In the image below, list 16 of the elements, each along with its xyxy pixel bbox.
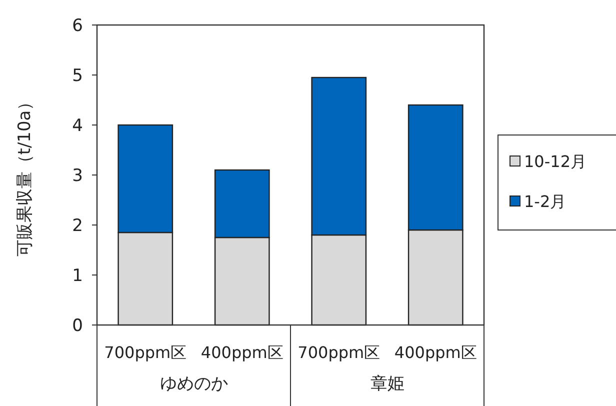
y-tick-label: 2 bbox=[72, 216, 83, 236]
x-tick-label: 400ppm区 bbox=[394, 343, 477, 362]
text: 章姫 bbox=[370, 374, 404, 394]
x-tick-label: 700ppm区 bbox=[298, 343, 380, 362]
y-tick-label: 3 bbox=[72, 166, 83, 186]
y-tick-label: 1 bbox=[72, 266, 83, 286]
legend-label: 1-2月 bbox=[524, 192, 566, 211]
y-axis-title: 可販果収量（t/10a） bbox=[15, 93, 35, 257]
text: ゆめのか bbox=[160, 374, 228, 394]
x-tick-label: 400ppm区 bbox=[200, 343, 284, 362]
x-tick-label: 700ppm区 bbox=[104, 343, 187, 362]
y-tick-label: 6 bbox=[72, 16, 83, 36]
y-tick-label: 4 bbox=[72, 116, 83, 136]
y-tick-label: 5 bbox=[72, 66, 83, 86]
y-tick-label: 0 bbox=[72, 316, 83, 336]
legend-label: 10-12月 bbox=[524, 152, 586, 171]
